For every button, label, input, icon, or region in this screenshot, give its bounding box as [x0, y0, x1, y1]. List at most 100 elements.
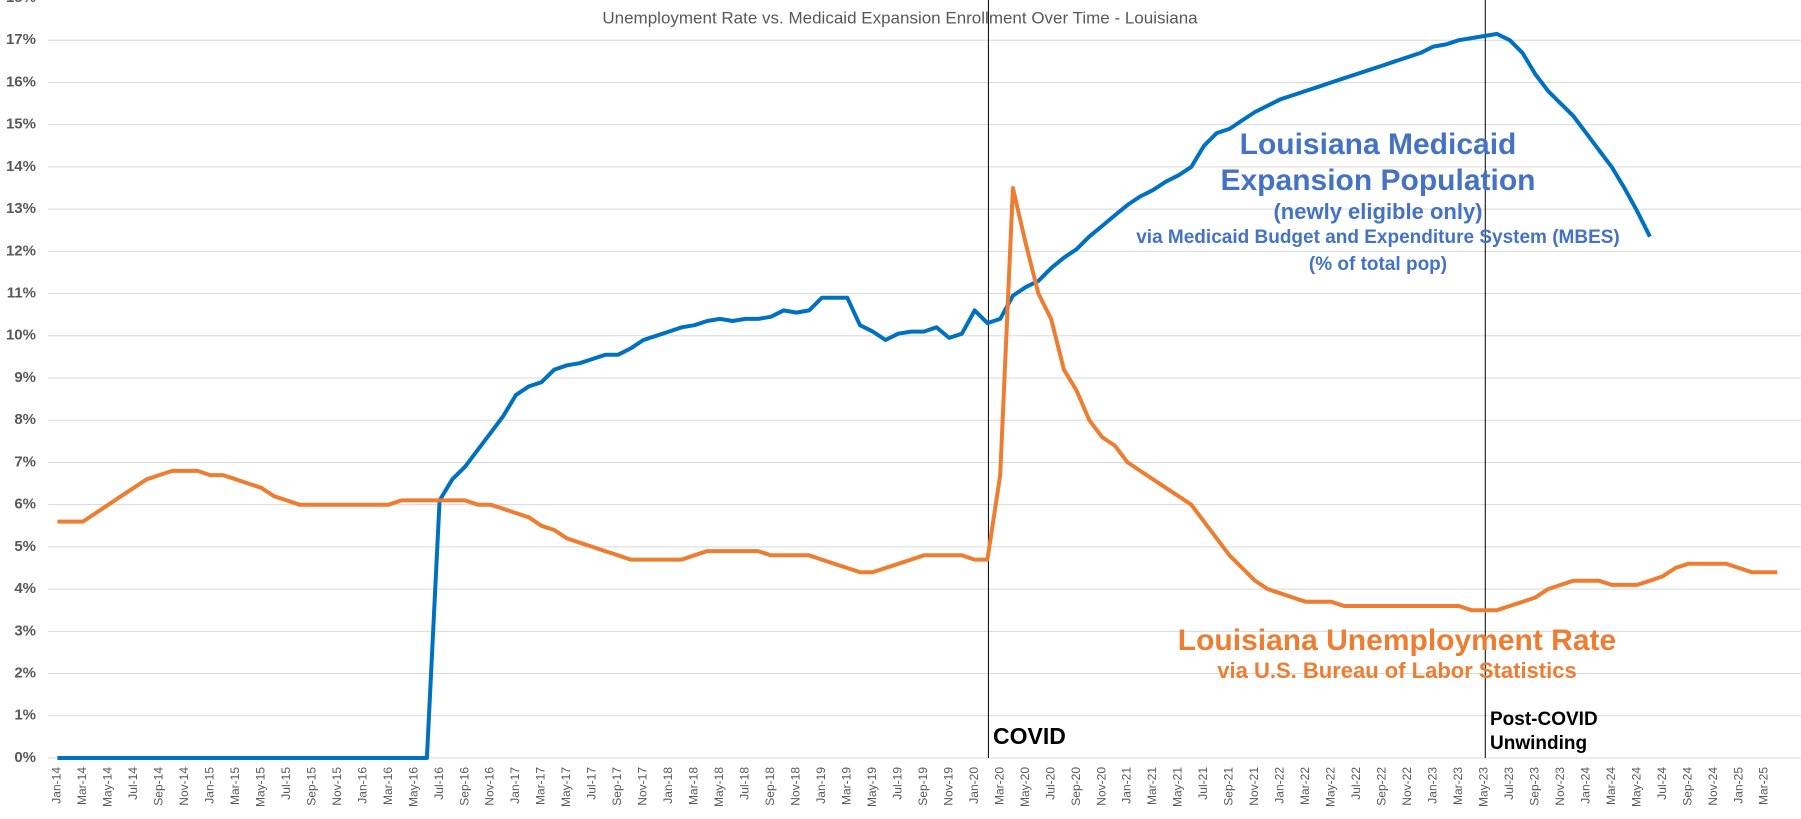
x-tick-label: Nov-23 [1553, 767, 1567, 806]
x-tick-label: Nov-19 [941, 767, 955, 806]
medicaid-annotation: (newly eligible only) [1273, 199, 1482, 224]
x-tick-label: Mar-16 [381, 767, 395, 805]
x-tick-label: May-15 [253, 767, 267, 807]
medicaid-annotation: Louisiana Medicaid [1240, 128, 1517, 161]
x-tick-label: Jul-15 [279, 767, 293, 800]
x-tick-label: Mar-19 [839, 767, 853, 805]
x-tick-label: Mar-21 [1145, 767, 1159, 805]
x-tick-label: Sep-19 [916, 767, 930, 806]
x-tick-label: Jan-18 [661, 767, 675, 804]
y-tick-label: 12% [6, 242, 36, 259]
x-tick-label: Sep-20 [1069, 767, 1083, 806]
x-tick-label: Jan-17 [508, 767, 522, 804]
unwinding-annotation: Post-COVID [1490, 709, 1598, 730]
medicaid-annotation: Expansion Population [1220, 164, 1535, 197]
x-tick-label: Mar-15 [228, 767, 242, 805]
x-tick-label: Sep-23 [1527, 767, 1541, 806]
x-tick-label: Jul-19 [890, 767, 904, 800]
unemployment-annotation: via U.S. Bureau of Labor Statistics [1217, 658, 1576, 683]
x-tick-label: May-20 [1018, 767, 1032, 807]
y-tick-label: 2% [14, 665, 36, 682]
x-tick-label: Sep-14 [151, 767, 165, 806]
x-tick-label: May-23 [1476, 767, 1490, 807]
x-tick-label: Nov-22 [1400, 767, 1414, 806]
x-tick-label: Sep-16 [457, 767, 471, 806]
y-tick-label: 8% [14, 411, 36, 428]
x-tick-label: Mar-25 [1757, 767, 1771, 805]
y-tick-label: 18% [6, 0, 36, 6]
x-tick-label: Sep-21 [1222, 767, 1236, 806]
x-tick-label: Nov-20 [1094, 767, 1108, 806]
x-tick-label: May-16 [406, 767, 420, 807]
x-tick-label: Mar-14 [75, 767, 89, 805]
x-tick-label: Jul-14 [126, 767, 140, 800]
x-tick-label: Jan-22 [1273, 767, 1287, 804]
x-tick-label: Jul-24 [1655, 767, 1669, 800]
y-tick-label: 17% [6, 31, 36, 48]
x-tick-label: Sep-18 [763, 767, 777, 806]
x-tick-label: Mar-23 [1451, 767, 1465, 805]
x-tick-label: Jul-22 [1349, 767, 1363, 800]
y-tick-label: 15% [6, 116, 36, 133]
x-tick-label: Nov-16 [483, 767, 497, 806]
x-tick-label: Jan-24 [1578, 767, 1592, 804]
x-tick-label: Jul-23 [1502, 767, 1516, 800]
x-tick-label: Sep-15 [304, 767, 318, 806]
x-tick-label: Jan-16 [355, 767, 369, 804]
x-tick-label: Nov-21 [1247, 767, 1261, 806]
x-tick-label: Jul-16 [432, 767, 446, 800]
y-tick-label: 6% [14, 496, 36, 513]
x-tick-label: Nov-18 [788, 767, 802, 806]
covid-annotation: COVID [993, 723, 1066, 749]
y-tick-label: 9% [14, 369, 36, 386]
x-tick-label: Mar-24 [1604, 767, 1618, 805]
x-tick-label: Jul-17 [585, 767, 599, 800]
unemployment-annotation: Louisiana Unemployment Rate [1178, 624, 1616, 657]
series-line [57, 186, 1778, 613]
x-tick-label: Sep-22 [1375, 767, 1389, 806]
x-tick-label: Mar-17 [534, 767, 548, 805]
x-tick-label: May-18 [712, 767, 726, 807]
x-tick-label: Mar-20 [992, 767, 1006, 805]
x-tick-label: May-22 [1324, 767, 1338, 807]
x-tick-label: Jan-14 [50, 767, 64, 804]
y-tick-label: 7% [14, 453, 36, 470]
x-tick-label: Jul-21 [1196, 767, 1210, 800]
x-tick-label: Jul-20 [1043, 767, 1057, 800]
y-tick-label: 0% [14, 749, 36, 766]
y-tick-label: 3% [14, 622, 36, 639]
y-tick-label: 11% [7, 285, 36, 302]
y-tick-label: 1% [14, 707, 36, 724]
x-tick-label: May-24 [1629, 767, 1643, 807]
x-tick-label: May-17 [559, 767, 573, 807]
x-tick-label: Jan-15 [202, 767, 216, 804]
x-tick-label: Jan-23 [1425, 767, 1439, 804]
x-tick-label: Nov-17 [636, 767, 650, 806]
chart-title: Unemployment Rate vs. Medicaid Expansion… [602, 8, 1198, 27]
x-tick-label: Mar-18 [687, 767, 701, 805]
y-tick-label: 10% [6, 327, 36, 344]
x-tick-label: Sep-17 [610, 767, 624, 806]
y-tick-label: 16% [6, 73, 36, 90]
x-tick-label: May-21 [1171, 767, 1185, 807]
medicaid-annotation: via Medicaid Budget and Expenditure Syst… [1136, 227, 1620, 248]
y-tick-label: 5% [14, 538, 36, 555]
x-tick-label: Jan-19 [814, 767, 828, 804]
x-tick-label: Nov-24 [1706, 767, 1720, 806]
x-tick-label: Jul-18 [738, 767, 752, 800]
y-tick-label: 14% [6, 158, 36, 175]
x-tick-label: Jan-20 [967, 767, 981, 804]
y-tick-label: 13% [6, 200, 36, 217]
x-tick-label: Sep-24 [1680, 767, 1694, 806]
y-tick-label: 4% [14, 580, 36, 597]
unwinding-annotation: Unwinding [1490, 733, 1587, 754]
series-line [57, 31, 1652, 760]
x-tick-label: May-14 [101, 767, 115, 807]
x-tick-label: Nov-15 [330, 767, 344, 806]
x-tick-label: Jan-25 [1731, 767, 1745, 804]
x-tick-label: Mar-22 [1298, 767, 1312, 805]
medicaid-annotation: (% of total pop) [1309, 254, 1447, 275]
x-tick-label: May-19 [865, 767, 879, 807]
x-tick-label: Nov-14 [177, 767, 191, 806]
